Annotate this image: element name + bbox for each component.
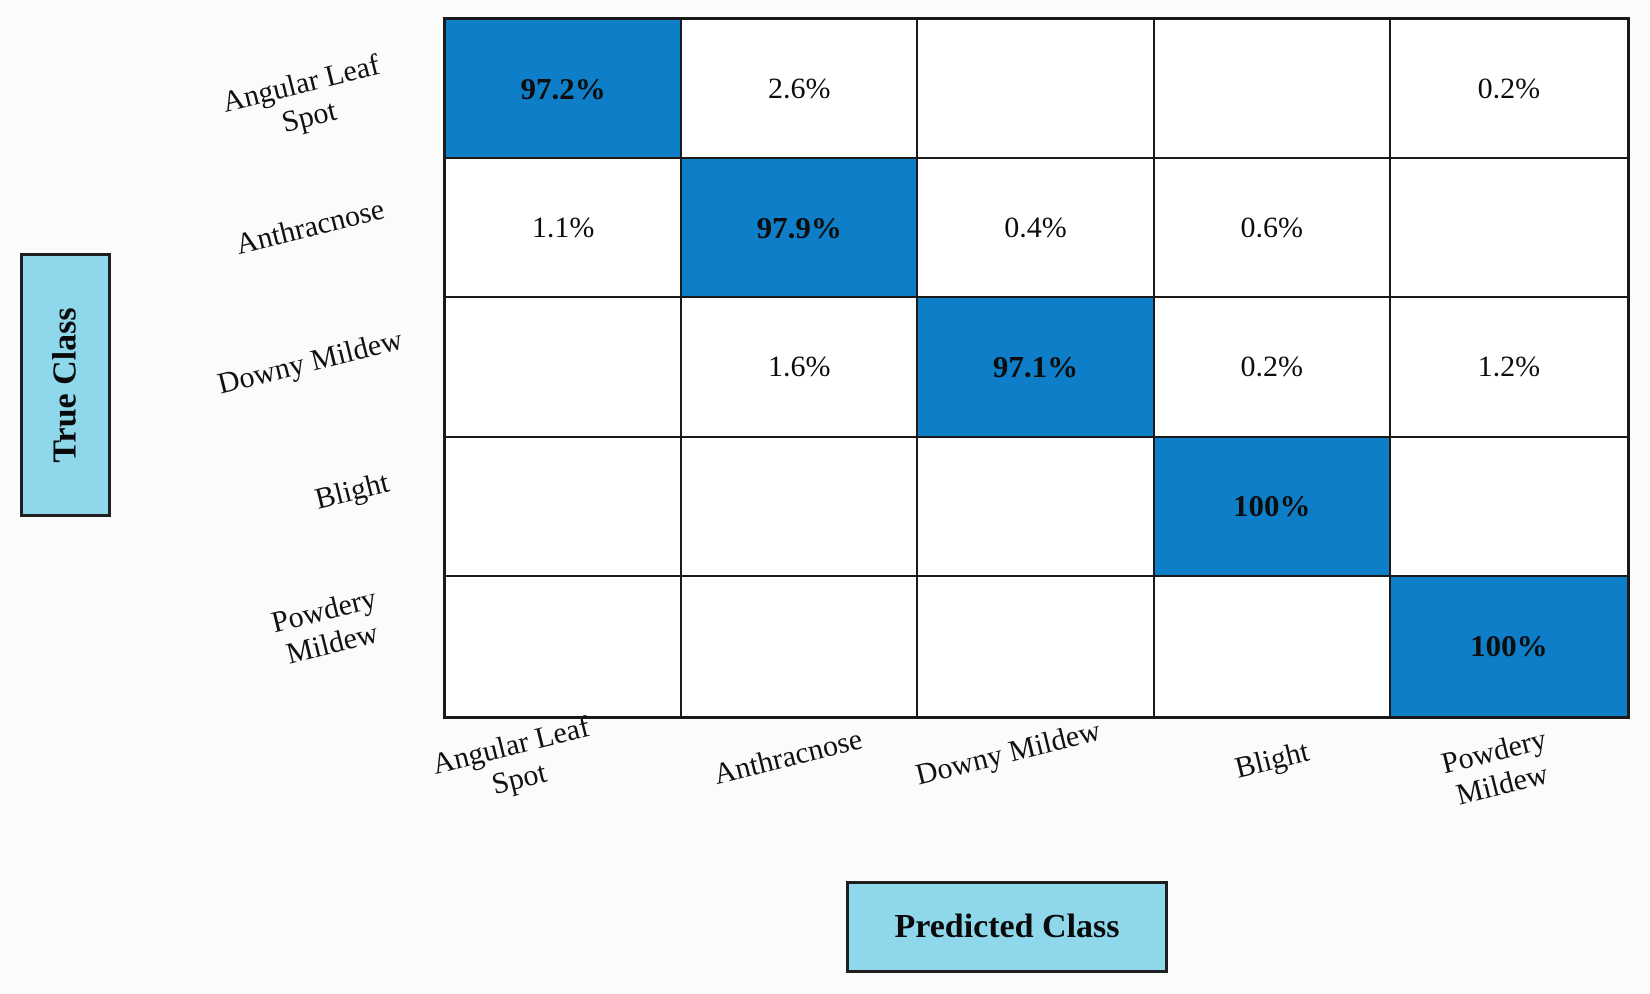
col-tick-blight: Blight — [1231, 734, 1313, 785]
matrix-cell — [1390, 437, 1627, 577]
row-tick-blight: Blight — [311, 465, 393, 516]
x-axis-label: Predicted Class — [894, 908, 1120, 945]
matrix-cell — [446, 437, 683, 577]
matrix-cell: 1.6% — [682, 298, 919, 438]
matrix-cell: 100% — [1154, 437, 1391, 577]
matrix-cell — [682, 576, 919, 716]
matrix-cell — [446, 298, 683, 438]
matrix-cell: 0.6% — [1154, 159, 1391, 299]
y-axis-label-box: True Class — [20, 253, 111, 517]
matrix-cell: 2.6% — [682, 20, 919, 160]
matrix-cell — [918, 20, 1155, 160]
row-tick-anthracnose: Anthracnose — [232, 192, 388, 262]
x-axis-label-box: Predicted Class — [846, 881, 1168, 973]
matrix-cell — [918, 437, 1155, 577]
matrix-cell: 97.2% — [446, 20, 683, 160]
matrix-cell — [1154, 576, 1391, 716]
y-axis-label: True Class — [46, 307, 84, 463]
confusion-matrix-grid: 97.2% 2.6% 0.2% 1.1% 97.9% 0.4% 0.6% 1.6… — [443, 17, 1630, 719]
row-tick-powdery-mildew: Powdery Mildew — [268, 581, 382, 671]
matrix-cell: 97.1% — [918, 298, 1155, 438]
matrix-cell: 1.1% — [446, 159, 683, 299]
matrix-cell: 0.2% — [1154, 298, 1391, 438]
matrix-cell — [682, 437, 919, 577]
col-tick-angular-leaf-spot: Angular Leaf Spot — [428, 709, 593, 801]
col-tick-powdery-mildew: Powdery Mildew — [1438, 722, 1552, 812]
matrix-cell — [918, 576, 1155, 716]
row-tick-angular-leaf-spot: Angular Leaf Spot — [218, 47, 383, 139]
col-tick-downy-mildew: Downy Mildew — [912, 713, 1104, 792]
matrix-cell: 0.4% — [918, 159, 1155, 299]
col-tick-anthracnose: Anthracnose — [710, 722, 866, 792]
row-tick-downy-mildew: Downy Mildew — [214, 322, 406, 401]
matrix-cell: 97.9% — [682, 159, 919, 299]
matrix-cell — [1154, 20, 1391, 160]
matrix-cell — [1390, 159, 1627, 299]
matrix-cell: 1.2% — [1390, 298, 1627, 438]
matrix-cell: 0.2% — [1390, 20, 1627, 160]
matrix-cell: 100% — [1390, 576, 1627, 716]
matrix-cell — [446, 576, 683, 716]
